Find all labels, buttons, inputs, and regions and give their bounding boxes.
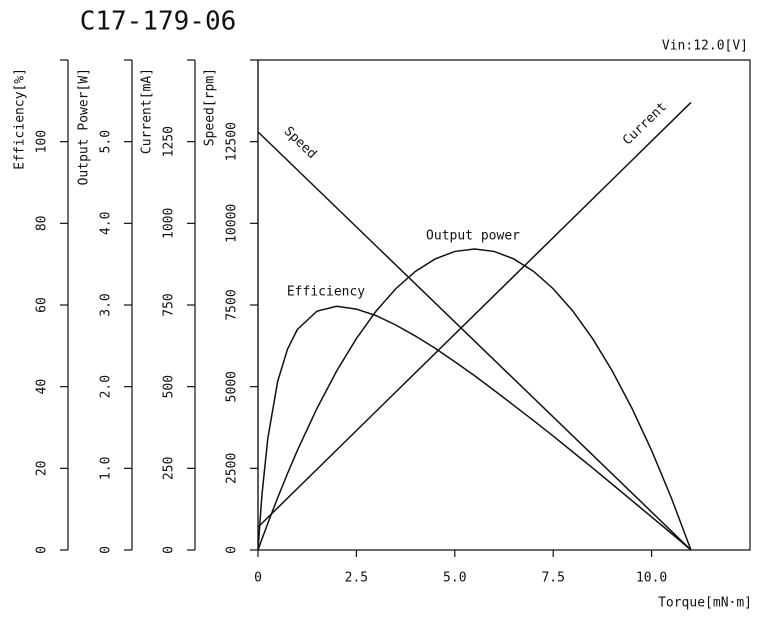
series-line bbox=[257, 101, 692, 528]
series-line bbox=[257, 131, 692, 551]
chart-title: C17-179-06 bbox=[80, 7, 237, 37]
y-tick-label: 4.0 bbox=[99, 212, 114, 235]
y-tick-label: 5.0 bbox=[99, 130, 114, 153]
y-tick-label: 0 bbox=[99, 546, 114, 554]
x-tick-label: 7.5 bbox=[541, 571, 564, 586]
series-label: Speed bbox=[281, 124, 320, 162]
y-tick-label: 0 bbox=[162, 546, 177, 554]
y-tick-label: 20 bbox=[35, 461, 50, 477]
y-tick-label: 750 bbox=[162, 293, 177, 316]
y-axis-label: Output Power[W] bbox=[77, 68, 92, 185]
y-tick-label: 2.0 bbox=[99, 375, 114, 398]
x-tick-label: 2.5 bbox=[345, 571, 368, 586]
y-tick-label: 500 bbox=[162, 375, 177, 398]
y-tick-label: 12500 bbox=[225, 122, 240, 161]
plot-frame bbox=[257, 59, 751, 551]
y-tick-label: 0 bbox=[35, 546, 50, 554]
y-tick-label: 2500 bbox=[225, 453, 240, 484]
y-axis-label: Current[mA] bbox=[140, 68, 155, 154]
x-axis-label: Torque[mN·m] bbox=[658, 596, 752, 611]
y-tick-label: 100 bbox=[35, 130, 50, 153]
x-tick-label: 5.0 bbox=[443, 571, 466, 586]
y-axis-label: Efficiency[%] bbox=[13, 68, 28, 170]
y-tick-label: 10000 bbox=[225, 204, 240, 243]
series-line bbox=[257, 248, 692, 551]
series-line bbox=[257, 305, 692, 551]
series-label: Output power bbox=[426, 229, 520, 244]
y-tick-label: 0 bbox=[225, 546, 240, 554]
y-tick-label: 1000 bbox=[162, 208, 177, 239]
y-tick-label: 80 bbox=[35, 216, 50, 232]
y-tick-label: 1.0 bbox=[99, 457, 114, 480]
series-label: Current bbox=[620, 100, 670, 149]
series-label: Efficiency bbox=[287, 285, 365, 300]
y-axis-label: Speed[rpm] bbox=[203, 68, 218, 146]
annotation: Vin:12.0[V] bbox=[662, 39, 748, 54]
y-tick-label: 1250 bbox=[162, 126, 177, 157]
x-tick-label: 10.0 bbox=[636, 571, 667, 586]
y-tick-label: 5000 bbox=[225, 371, 240, 402]
y-tick-label: 3.0 bbox=[99, 293, 114, 316]
y-tick-label: 250 bbox=[162, 457, 177, 480]
y-tick-label: 40 bbox=[35, 379, 50, 395]
x-tick-label: 0 bbox=[254, 571, 262, 586]
y-tick-label: 7500 bbox=[225, 289, 240, 320]
y-tick-label: 60 bbox=[35, 297, 50, 313]
